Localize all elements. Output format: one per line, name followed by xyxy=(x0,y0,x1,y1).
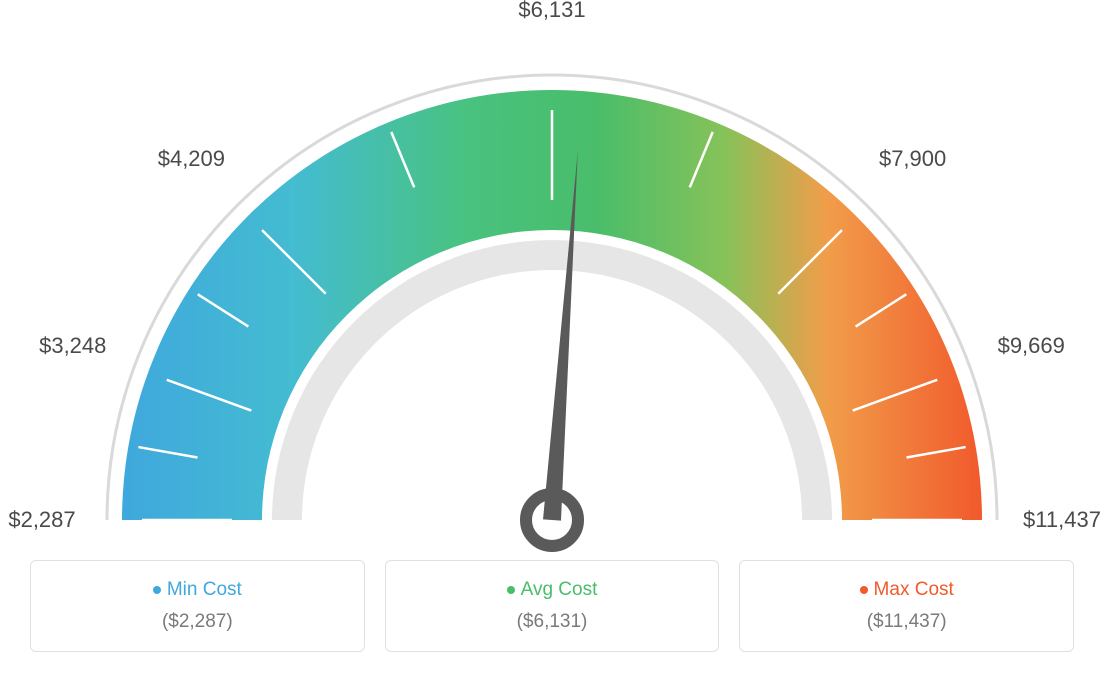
gauge-tick-label: $11,437 xyxy=(1023,507,1101,533)
min-cost-title: Min Cost xyxy=(41,579,354,601)
gauge-tick-label: $6,131 xyxy=(518,0,585,23)
max-cost-card: Max Cost ($11,437) xyxy=(739,560,1074,652)
gauge-tick-label: $3,248 xyxy=(39,333,106,359)
min-cost-value: ($2,287) xyxy=(41,611,354,633)
min-cost-label: Min Cost xyxy=(167,579,242,600)
gauge-tick-label: $7,900 xyxy=(879,146,946,172)
avg-cost-title: Avg Cost xyxy=(396,579,709,601)
avg-cost-card: Avg Cost ($6,131) xyxy=(385,560,720,652)
avg-cost-value: ($6,131) xyxy=(396,611,709,633)
dot-icon xyxy=(153,586,161,594)
max-cost-value: ($11,437) xyxy=(750,611,1063,633)
gauge-tick-label: $2,287 xyxy=(8,507,75,533)
min-cost-card: Min Cost ($2,287) xyxy=(30,560,365,652)
max-cost-title: Max Cost xyxy=(750,579,1063,601)
summary-cards: Min Cost ($2,287) Avg Cost ($6,131) Max … xyxy=(0,560,1104,652)
dot-icon xyxy=(507,586,515,594)
avg-cost-label: Avg Cost xyxy=(521,579,598,600)
gauge-tick-label: $9,669 xyxy=(998,333,1065,359)
gauge-svg xyxy=(0,0,1104,560)
max-cost-label: Max Cost xyxy=(874,579,954,600)
gauge-tick-label: $4,209 xyxy=(158,146,225,172)
gauge-chart: $2,287 $3,248 $4,209 $6,131 $7,900 $9,669 $11,… xyxy=(0,0,1104,560)
dot-icon xyxy=(860,586,868,594)
